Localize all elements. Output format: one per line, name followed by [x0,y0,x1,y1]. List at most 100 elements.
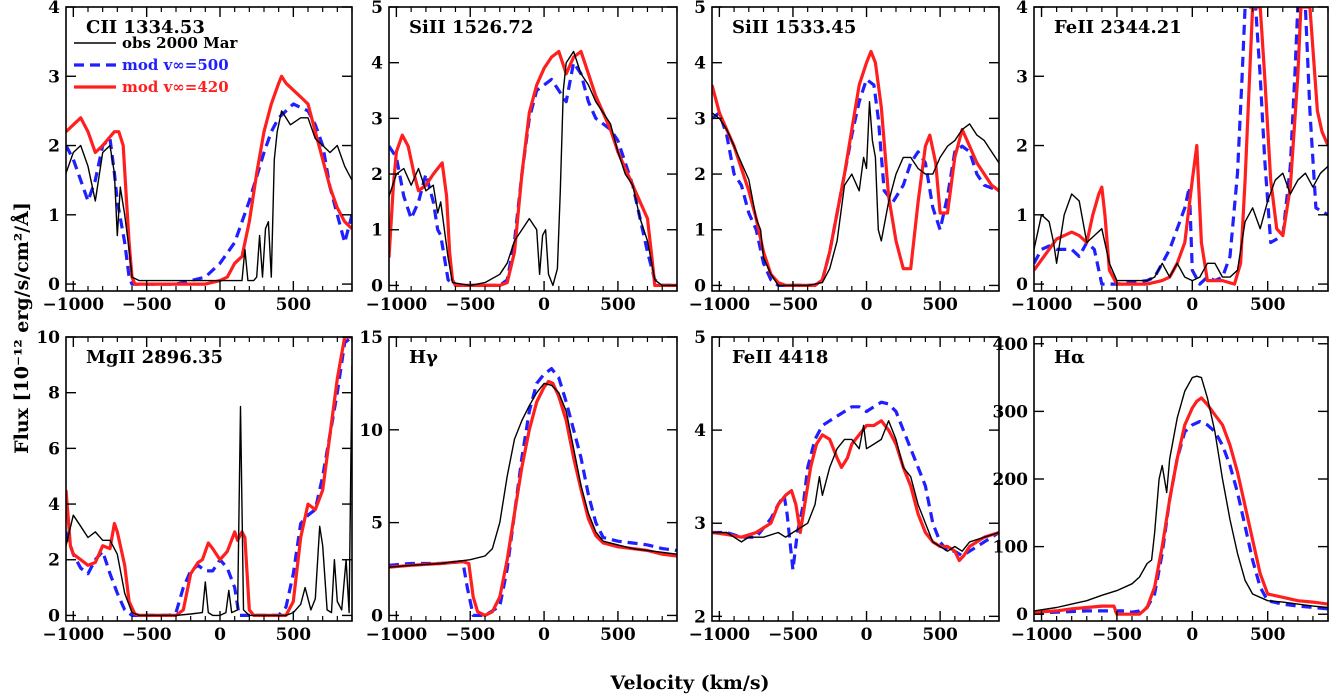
panel-label: MgII 2896.35 [86,347,223,368]
x-tick-label: 500 [600,625,636,645]
x-tick-label: −1000 [366,295,428,315]
series-obs [66,364,352,617]
panel-label: SiII 1533.45 [732,17,856,38]
series-obs [389,382,677,568]
x-tick-label: −1000 [43,625,105,645]
panel-2: −1000 −500 0 500 0 1 2 3 4 5 SiII 1526.72 [366,0,678,315]
plot-frame [65,6,353,292]
plot-frame [65,336,353,622]
y-tick-label: 5 [694,328,706,348]
x-axis-label: Velocity (km/s) [609,672,769,694]
legend-label-mod420: mod v∞=420 [122,78,229,96]
panel-3: −1000 −500 0 500 0 1 2 3 4 5 SiII 1533.45 [689,0,1000,315]
y-tick-label: 1 [371,221,383,241]
x-tick-label: −500 [768,295,818,315]
y-tick-label: 4 [48,495,60,515]
series-group [66,337,352,617]
y-tick-label: 0 [1016,605,1028,625]
x-tick-label: −500 [122,295,172,315]
y-tick-label: 4 [694,54,706,74]
series-obs [712,101,999,287]
y-tick-label: 300 [993,402,1029,422]
y-tick-label: 15 [359,328,383,348]
y-tick-label: 4 [694,421,706,441]
series-mod420 [1034,396,1328,616]
x-tick-label: 500 [1250,625,1286,645]
x-tick-label: −1000 [1011,625,1073,645]
panel-5: −1000 −500 0 500 0 2 4 6 8 10 MgII 2896.35 [36,328,353,645]
series-group [712,400,999,572]
y-tick-label: 10 [36,328,60,348]
plot-frame [388,6,678,292]
series-group [66,74,352,286]
y-tick-label: 5 [694,0,706,18]
series-mod420 [712,49,999,287]
y-tick-label: 0 [371,606,383,626]
y-tick-label: 200 [993,470,1029,490]
series-mod500 [712,400,999,572]
panel-label: FeII 4418 [732,347,828,368]
y-tick-label: 0 [48,606,60,626]
x-tick-label: 500 [276,295,312,315]
y-tick-label: 5 [371,0,383,18]
y-tick-label: 8 [48,384,60,404]
x-tick-label: 500 [922,295,958,315]
y-tick-label: 0 [371,276,383,296]
x-tick-label: 0 [1186,625,1198,645]
x-tick-label: −1000 [689,625,751,645]
legend-label-mod500: mod v∞=500 [122,56,229,74]
y-tick-label: 1 [694,221,706,241]
y-tick-label: 100 [993,538,1029,558]
panel-1: −1000 −500 0 500 0 1 2 3 4 CII 1334.53 [43,0,353,315]
y-tick-label: 0 [1016,275,1028,295]
x-tick-label: −1000 [43,295,105,315]
x-tick-label: −1000 [1011,295,1073,315]
x-tick-label: −1000 [366,625,428,645]
panel-8: −1000 −500 0 500 0 100 200 300 400 Hα [993,335,1329,645]
x-tick-label: −500 [768,625,818,645]
series-mod500 [66,102,352,286]
x-tick-label: 500 [1250,295,1286,315]
x-tick-label: 0 [538,625,550,645]
y-tick-label: 400 [993,335,1029,355]
series-mod500 [1034,419,1328,615]
y-tick-label: 2 [48,137,60,157]
y-tick-label: 3 [694,514,706,534]
x-tick-label: 0 [1186,295,1198,315]
y-tick-label: 0 [48,275,60,295]
x-tick-label: 0 [214,295,226,315]
series-group [1034,7,1328,286]
series-mod420 [66,74,352,286]
series-obs [1034,375,1328,612]
legend: obs 2000 Mar mod v∞=500 mod v∞=420 [74,34,238,96]
panel-label: SiII 1526.72 [409,17,533,38]
y-tick-label: 2 [1016,137,1028,157]
x-tick-label: 0 [861,295,873,315]
x-tick-label: 500 [922,625,958,645]
series-mod500 [1034,7,1328,286]
panel-6: −1000 −500 0 500 0 5 10 15 Hγ [359,328,678,645]
x-tick-label: 500 [600,295,636,315]
plot-frame [711,6,1000,292]
x-tick-label: 0 [861,625,873,645]
series-group [389,49,677,287]
y-axis-label: Flux [10⁻¹² erg/s/cm²/Å] [10,202,33,454]
panel-7: −1000 −500 0 500 2 3 4 5 FeII 4418 [689,328,1000,645]
series-obs [66,110,352,282]
series-mod420 [712,419,999,563]
x-tick-label: −1000 [689,295,751,315]
plot-frame [711,336,1000,622]
y-tick-label: 3 [1016,67,1028,87]
x-tick-label: −500 [122,625,172,645]
y-tick-label: 5 [371,514,383,534]
x-tick-label: 0 [214,625,226,645]
y-tick-label: 4 [371,54,383,74]
plot-frame [388,336,678,622]
series-mod420 [1034,7,1328,286]
y-tick-label: 3 [371,109,383,129]
panel-label: FeII 2344.21 [1054,17,1182,38]
panel-label: Hα [1054,347,1085,368]
y-tick-label: 2 [694,165,706,185]
y-tick-label: 1 [48,206,60,226]
